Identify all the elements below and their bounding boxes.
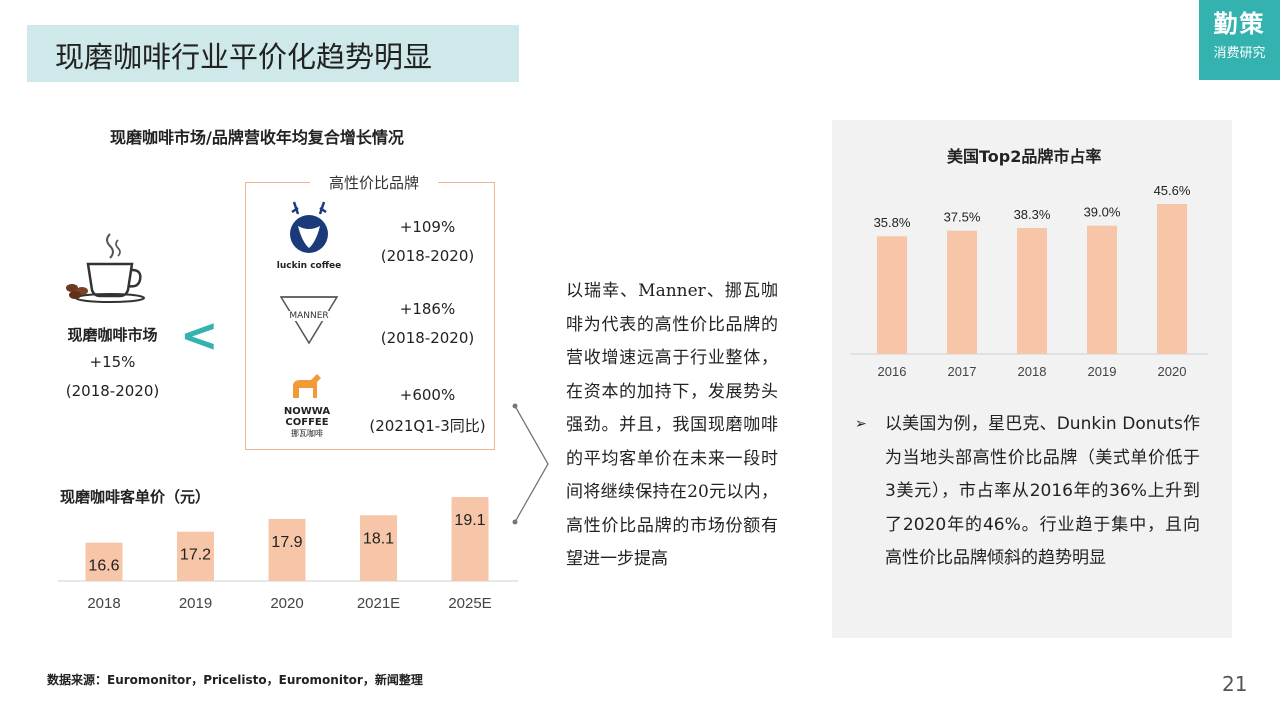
summary-paragraph: 以瑞幸、Manner、挪瓦咖啡为代表的高性价比品牌的营收增速远高于行业整体，在资… — [566, 281, 778, 569]
manner-triangle-logo: MANNER — [278, 294, 340, 352]
data-label-2019: 39.0% — [1084, 205, 1121, 220]
data-label-2018: 16.6 — [88, 558, 119, 575]
bullet-text: 以美国为例，星巴克、Dunkin Donuts作为当地头部高性价比品牌（美式单价… — [885, 414, 1200, 568]
tick-label-2020: 2020 — [1158, 364, 1187, 379]
less-than-symbol: < — [180, 308, 219, 362]
nowwa-logo-subtext: 挪瓦咖啡 — [291, 429, 323, 438]
tick-label-2019: 2019 — [1088, 364, 1117, 379]
bar-2019 — [177, 531, 214, 581]
data-label-2020: 17.9 — [271, 534, 302, 551]
bar-2019 — [1087, 225, 1117, 354]
data-label-2019: 17.2 — [180, 547, 211, 564]
coffee-cup-icon — [66, 233, 145, 303]
data-label-2017: 37.5% — [944, 210, 981, 225]
bar-2018 — [1017, 228, 1047, 354]
tick-label-2016: 2016 — [878, 364, 907, 379]
nowwa-period: (2021Q1-3同比) — [369, 417, 486, 435]
data-label-2016: 35.8% — [874, 215, 911, 230]
top2-chart-title: 美国Top2品牌市占率 — [947, 147, 1102, 166]
data-label-2018: 38.3% — [1014, 207, 1051, 222]
market-period: (2018-2020) — [65, 382, 160, 400]
manner-period: (2018-2020) — [380, 329, 475, 347]
page-number: 21 — [1222, 672, 1248, 696]
brand-name: 勤策 — [1213, 10, 1266, 38]
luckin-period: (2018-2020) — [380, 247, 475, 265]
tick-label-2018: 2018 — [1018, 364, 1047, 379]
manner-growth: +186% — [399, 300, 456, 318]
market-label: 现磨咖啡市场 — [67, 326, 158, 344]
bar-2021E — [360, 515, 397, 581]
bullet-arrow-icon: ➢ — [855, 416, 867, 432]
bullet-point: ➢ 以美国为例，星巴克、Dunkin Donuts作为当地头部高性价比品牌（美式… — [855, 408, 1200, 576]
bar-2017 — [947, 230, 977, 354]
bar-2020 — [1157, 204, 1187, 354]
tick-label-2017: 2017 — [948, 364, 977, 379]
nowwa-growth: +600% — [399, 386, 456, 404]
luckin-logo-text: luckin coffee — [276, 261, 342, 271]
data-label-2025E: 19.1 — [454, 512, 485, 529]
brand-logo: 勤策 消费研究 — [1199, 0, 1280, 80]
tick-label-2018: 2018 — [87, 595, 120, 612]
growth-section-title: 现磨咖啡市场/品牌营收年均复合增长情况 — [110, 128, 404, 147]
tick-label-2019: 2019 — [179, 595, 212, 612]
price-chart-title: 现磨咖啡客单价（元） — [60, 488, 211, 506]
tick-label-2020: 2020 — [270, 595, 303, 612]
data-label-2020: 45.6% — [1154, 183, 1191, 198]
brand-frame-title: 高性价比品牌 — [310, 172, 438, 193]
tick-label-2025E: 2025E — [448, 595, 491, 612]
title-bar: 现磨咖啡行业平价化趋势明显 — [27, 25, 519, 82]
brand-subtitle: 消费研究 — [1213, 46, 1266, 61]
market-growth: +15% — [89, 353, 136, 371]
luckin-growth: +109% — [399, 218, 456, 236]
luckin-deer-logo: luckin coffee — [270, 200, 348, 271]
price-bar-chart: 16.6 2018 17.2 2019 17.9 2020 18.1 2021E 19.1 202… — [58, 497, 518, 612]
page-title: 现磨咖啡行业平价化趋势明显 — [55, 40, 433, 74]
manner-logo-text: MANNER — [278, 311, 340, 321]
top2-bar-chart: 35.8% 2016 37.5% 2017 38.3% 2018 39.0% 2019 45.6… — [850, 183, 1208, 379]
deer-icon — [290, 201, 328, 253]
bar-2018 — [85, 542, 123, 581]
bar-2016 — [877, 236, 907, 354]
horse-icon — [293, 374, 321, 398]
tick-label-2021E: 2021E — [357, 595, 400, 612]
nowwa-logo-text: NOWWA COFFEE — [283, 406, 331, 428]
data-label-2021E: 18.1 — [363, 530, 394, 547]
bar-2025E — [451, 497, 489, 581]
data-source: 数据来源：Euromonitor，Pricelisto，Euromonitor，… — [47, 673, 423, 687]
nowwa-horse-logo: NOWWA COFFEE 挪瓦咖啡 — [275, 370, 339, 438]
bar-2020 — [268, 518, 306, 581]
connector-bracket — [512, 403, 549, 525]
